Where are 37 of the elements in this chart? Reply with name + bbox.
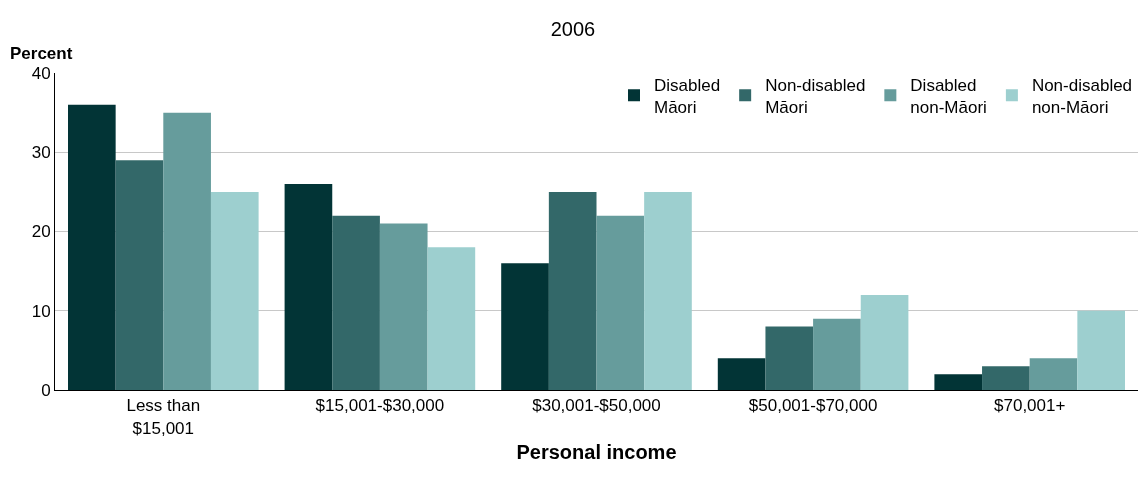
bar [596,215,645,390]
bar [717,358,766,390]
x-tick-label: $50,001-$70,000 [748,396,878,416]
y-tick-label: 0 [41,380,51,400]
bar [68,104,116,390]
y-tick-label: 10 [31,301,51,321]
y-axis-title: Percent [10,44,73,63]
legend-label: Non-disabled Māori [765,75,866,117]
legend-label: Disabled Māori [654,75,721,117]
y-tick-label: 20 [31,222,51,242]
bar [765,326,814,390]
bar [982,366,1030,390]
x-axis-title: Personal income [516,441,677,463]
bar [379,223,428,390]
bar [210,191,259,390]
bar [115,160,164,390]
bar [934,374,983,390]
bar [163,112,211,390]
legend-label: Non-disabled non-Māori [1031,75,1133,117]
x-tick-label: $15,001-$30,000 [315,396,445,416]
bar [860,294,909,390]
bar [427,247,476,390]
bar [644,191,692,390]
bar [284,183,333,390]
bar [813,318,861,390]
legend-label: Disabled non-Māori [910,75,987,117]
bar [1077,310,1125,390]
x-tick-label: $30,001-$50,000 [532,396,661,416]
bar [548,191,597,390]
x-tick-label: Less than $15,001 [126,396,201,438]
bar [501,263,549,390]
bar [332,215,380,390]
y-tick-label: 40 [31,63,51,83]
x-tick-label: $70,001+ [994,396,1066,416]
y-tick-label: 30 [31,143,51,163]
chart-title: 2006 [550,17,596,40]
bar [1029,358,1078,390]
